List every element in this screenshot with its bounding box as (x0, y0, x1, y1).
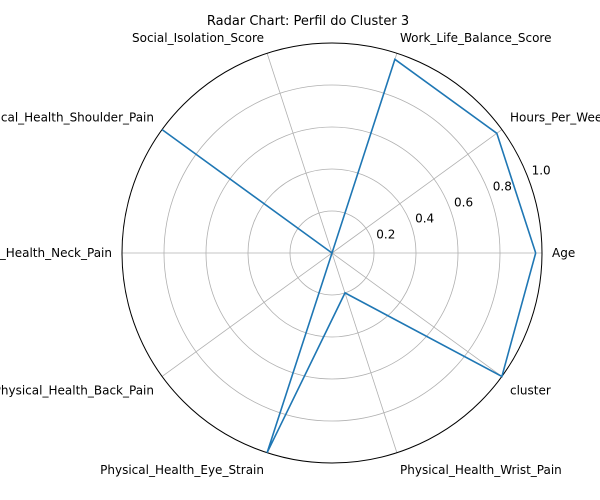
axis-label-3: Social_Isolation_Score (132, 31, 264, 45)
axis-labels: Age Hours_Per_Week Work_Life_Balance_Score… (0, 31, 600, 477)
radial-tick-labels: 0.2 0.4 0.6 0.8 1.0 (376, 163, 550, 241)
axis-label-0: Age (552, 246, 575, 260)
polar-frame (121, 42, 543, 464)
axis-label-6: Physical_Health_Back_Pain (0, 383, 154, 397)
axis-label-2: Work_Life_Balance_Score (400, 31, 551, 45)
spoke-3 (266, 53, 333, 254)
rtick-label-4: 1.0 (532, 163, 551, 177)
spoke-9 (331, 252, 503, 377)
spoke-8 (331, 252, 398, 453)
spoke-6 (161, 252, 333, 377)
spoke-1 (331, 129, 503, 254)
series-line (161, 58, 537, 454)
axis-label-8: Physical_Health_Wrist_Pain (400, 463, 562, 477)
axis-label-9: cluster (510, 383, 551, 397)
rtick-label-2: 0.6 (454, 196, 473, 210)
axis-label-7: Physical_Health_Eye_Strain (100, 463, 264, 477)
rtick-label-1: 0.4 (415, 212, 434, 226)
axis-label-5: Physical_Health_Neck_Pain (0, 246, 112, 260)
radar-series (161, 58, 537, 454)
chart-title: Radar Chart: Perfil do Cluster 3 (207, 14, 409, 29)
axis-label-1: Hours_Per_Week (510, 111, 600, 125)
rtick-label-0: 0.2 (376, 228, 395, 242)
rtick-label-3: 0.8 (493, 179, 512, 193)
axis-label-4: Physical_Health_Shoulder_Pain (0, 111, 154, 125)
